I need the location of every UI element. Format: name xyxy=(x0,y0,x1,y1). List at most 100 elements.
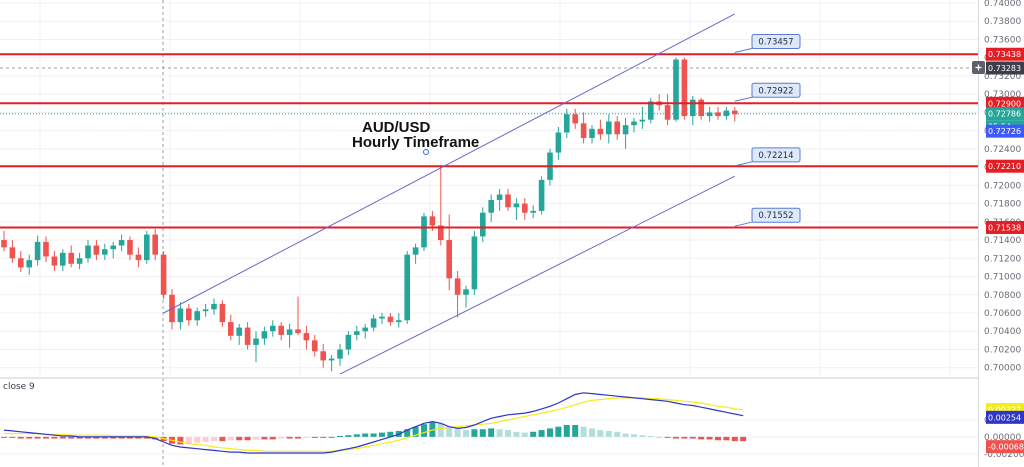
candle-body xyxy=(202,309,209,312)
candle-body xyxy=(648,101,654,120)
channel-lower-line xyxy=(339,175,736,375)
candle xyxy=(9,240,16,263)
candle-body xyxy=(370,318,377,328)
histogram-bar xyxy=(185,436,192,444)
candle-body xyxy=(488,199,494,213)
candle-body xyxy=(118,240,125,246)
histogram-bar xyxy=(345,435,352,437)
candle xyxy=(144,230,150,264)
histogram-bar xyxy=(622,433,629,437)
level-tag: 0.72210 xyxy=(986,159,1024,173)
candle xyxy=(387,313,394,326)
candle-body xyxy=(530,210,536,213)
candle-body xyxy=(60,252,66,266)
histogram-bar xyxy=(269,436,276,440)
candle-body xyxy=(732,110,738,115)
candle-body xyxy=(698,99,704,117)
histogram-bar xyxy=(521,432,528,437)
candle-body xyxy=(681,59,688,117)
candle xyxy=(362,323,368,339)
candle xyxy=(51,251,58,272)
candle-body xyxy=(606,121,612,135)
candle-body xyxy=(261,331,268,339)
crosshair-plus-button[interactable] xyxy=(972,61,985,74)
histogram-bar xyxy=(43,436,49,439)
price-tick-label: 0.72000 xyxy=(984,181,1021,191)
candle xyxy=(320,344,326,368)
candle-body xyxy=(564,114,570,133)
histogram-bar xyxy=(463,430,469,437)
candle-body xyxy=(631,121,637,126)
candle-body xyxy=(589,128,595,138)
candle-body xyxy=(522,203,528,213)
candle-body xyxy=(211,303,217,310)
histogram-bar xyxy=(404,429,411,437)
level-tag-text: 0.72900 xyxy=(988,99,1021,108)
candle xyxy=(681,57,688,120)
candle xyxy=(404,251,410,324)
histogram-bar xyxy=(278,436,285,439)
anchor-dot xyxy=(423,149,429,155)
price-callout: 0.72214 xyxy=(734,147,801,167)
candle-body xyxy=(379,316,385,319)
histogram-bar xyxy=(454,429,461,437)
histogram-bar xyxy=(26,436,33,439)
histogram-bar xyxy=(689,436,696,439)
crosshair-tag: 0.73283 xyxy=(986,61,1024,75)
callout-label: 0.72922 xyxy=(758,86,793,96)
histogram-bar xyxy=(370,433,377,437)
candle xyxy=(564,108,570,138)
candle-body xyxy=(463,289,469,295)
histogram-bar xyxy=(177,436,184,445)
histogram-bar xyxy=(68,436,75,439)
histogram-bar xyxy=(194,436,201,443)
candle xyxy=(580,112,587,144)
candle-body xyxy=(387,316,394,323)
histogram-bar xyxy=(446,426,453,437)
histogram-bar xyxy=(412,426,419,437)
candle xyxy=(454,271,461,318)
resistance-support-levels xyxy=(0,53,978,229)
candle xyxy=(303,325,310,350)
crosshair-tag-text: 0.73283 xyxy=(988,64,1021,73)
candle-body xyxy=(639,119,646,122)
candle xyxy=(85,240,91,263)
chart-title: AUD/USD xyxy=(362,119,431,136)
price-tick-label: 0.70800 xyxy=(984,291,1021,301)
histogram-bar xyxy=(244,436,251,441)
candle xyxy=(34,235,41,266)
candle-body xyxy=(312,340,318,352)
candle-body xyxy=(328,358,335,361)
candle-body xyxy=(102,249,108,255)
candle-body xyxy=(93,245,100,255)
level-tag: 0.71538 xyxy=(986,220,1024,234)
candle xyxy=(639,106,646,129)
histogram-bar xyxy=(93,436,100,439)
candle xyxy=(412,243,419,264)
candle xyxy=(135,247,142,268)
histogram-bar xyxy=(328,436,335,438)
price-callout: 0.73457 xyxy=(734,34,801,53)
candle-body xyxy=(597,128,604,135)
candle xyxy=(631,117,637,133)
candle-body xyxy=(404,254,410,321)
candle xyxy=(538,176,545,215)
candle xyxy=(244,322,251,350)
candle-body xyxy=(127,240,133,255)
histogram-bar xyxy=(211,436,217,442)
candle xyxy=(648,97,654,124)
histogram-bar xyxy=(286,436,293,439)
candle xyxy=(421,212,427,251)
candle-body xyxy=(396,320,402,323)
candle xyxy=(1,230,7,251)
histogram-bar xyxy=(597,430,604,437)
price-callout: 0.71552 xyxy=(734,207,801,227)
candle xyxy=(110,241,116,259)
candle-body xyxy=(690,99,696,117)
candle-body xyxy=(429,216,436,226)
candle-body xyxy=(471,236,478,290)
histogram-bar xyxy=(488,428,495,437)
level-tag: 0.72900 xyxy=(986,96,1024,110)
histogram-bar xyxy=(589,428,595,437)
